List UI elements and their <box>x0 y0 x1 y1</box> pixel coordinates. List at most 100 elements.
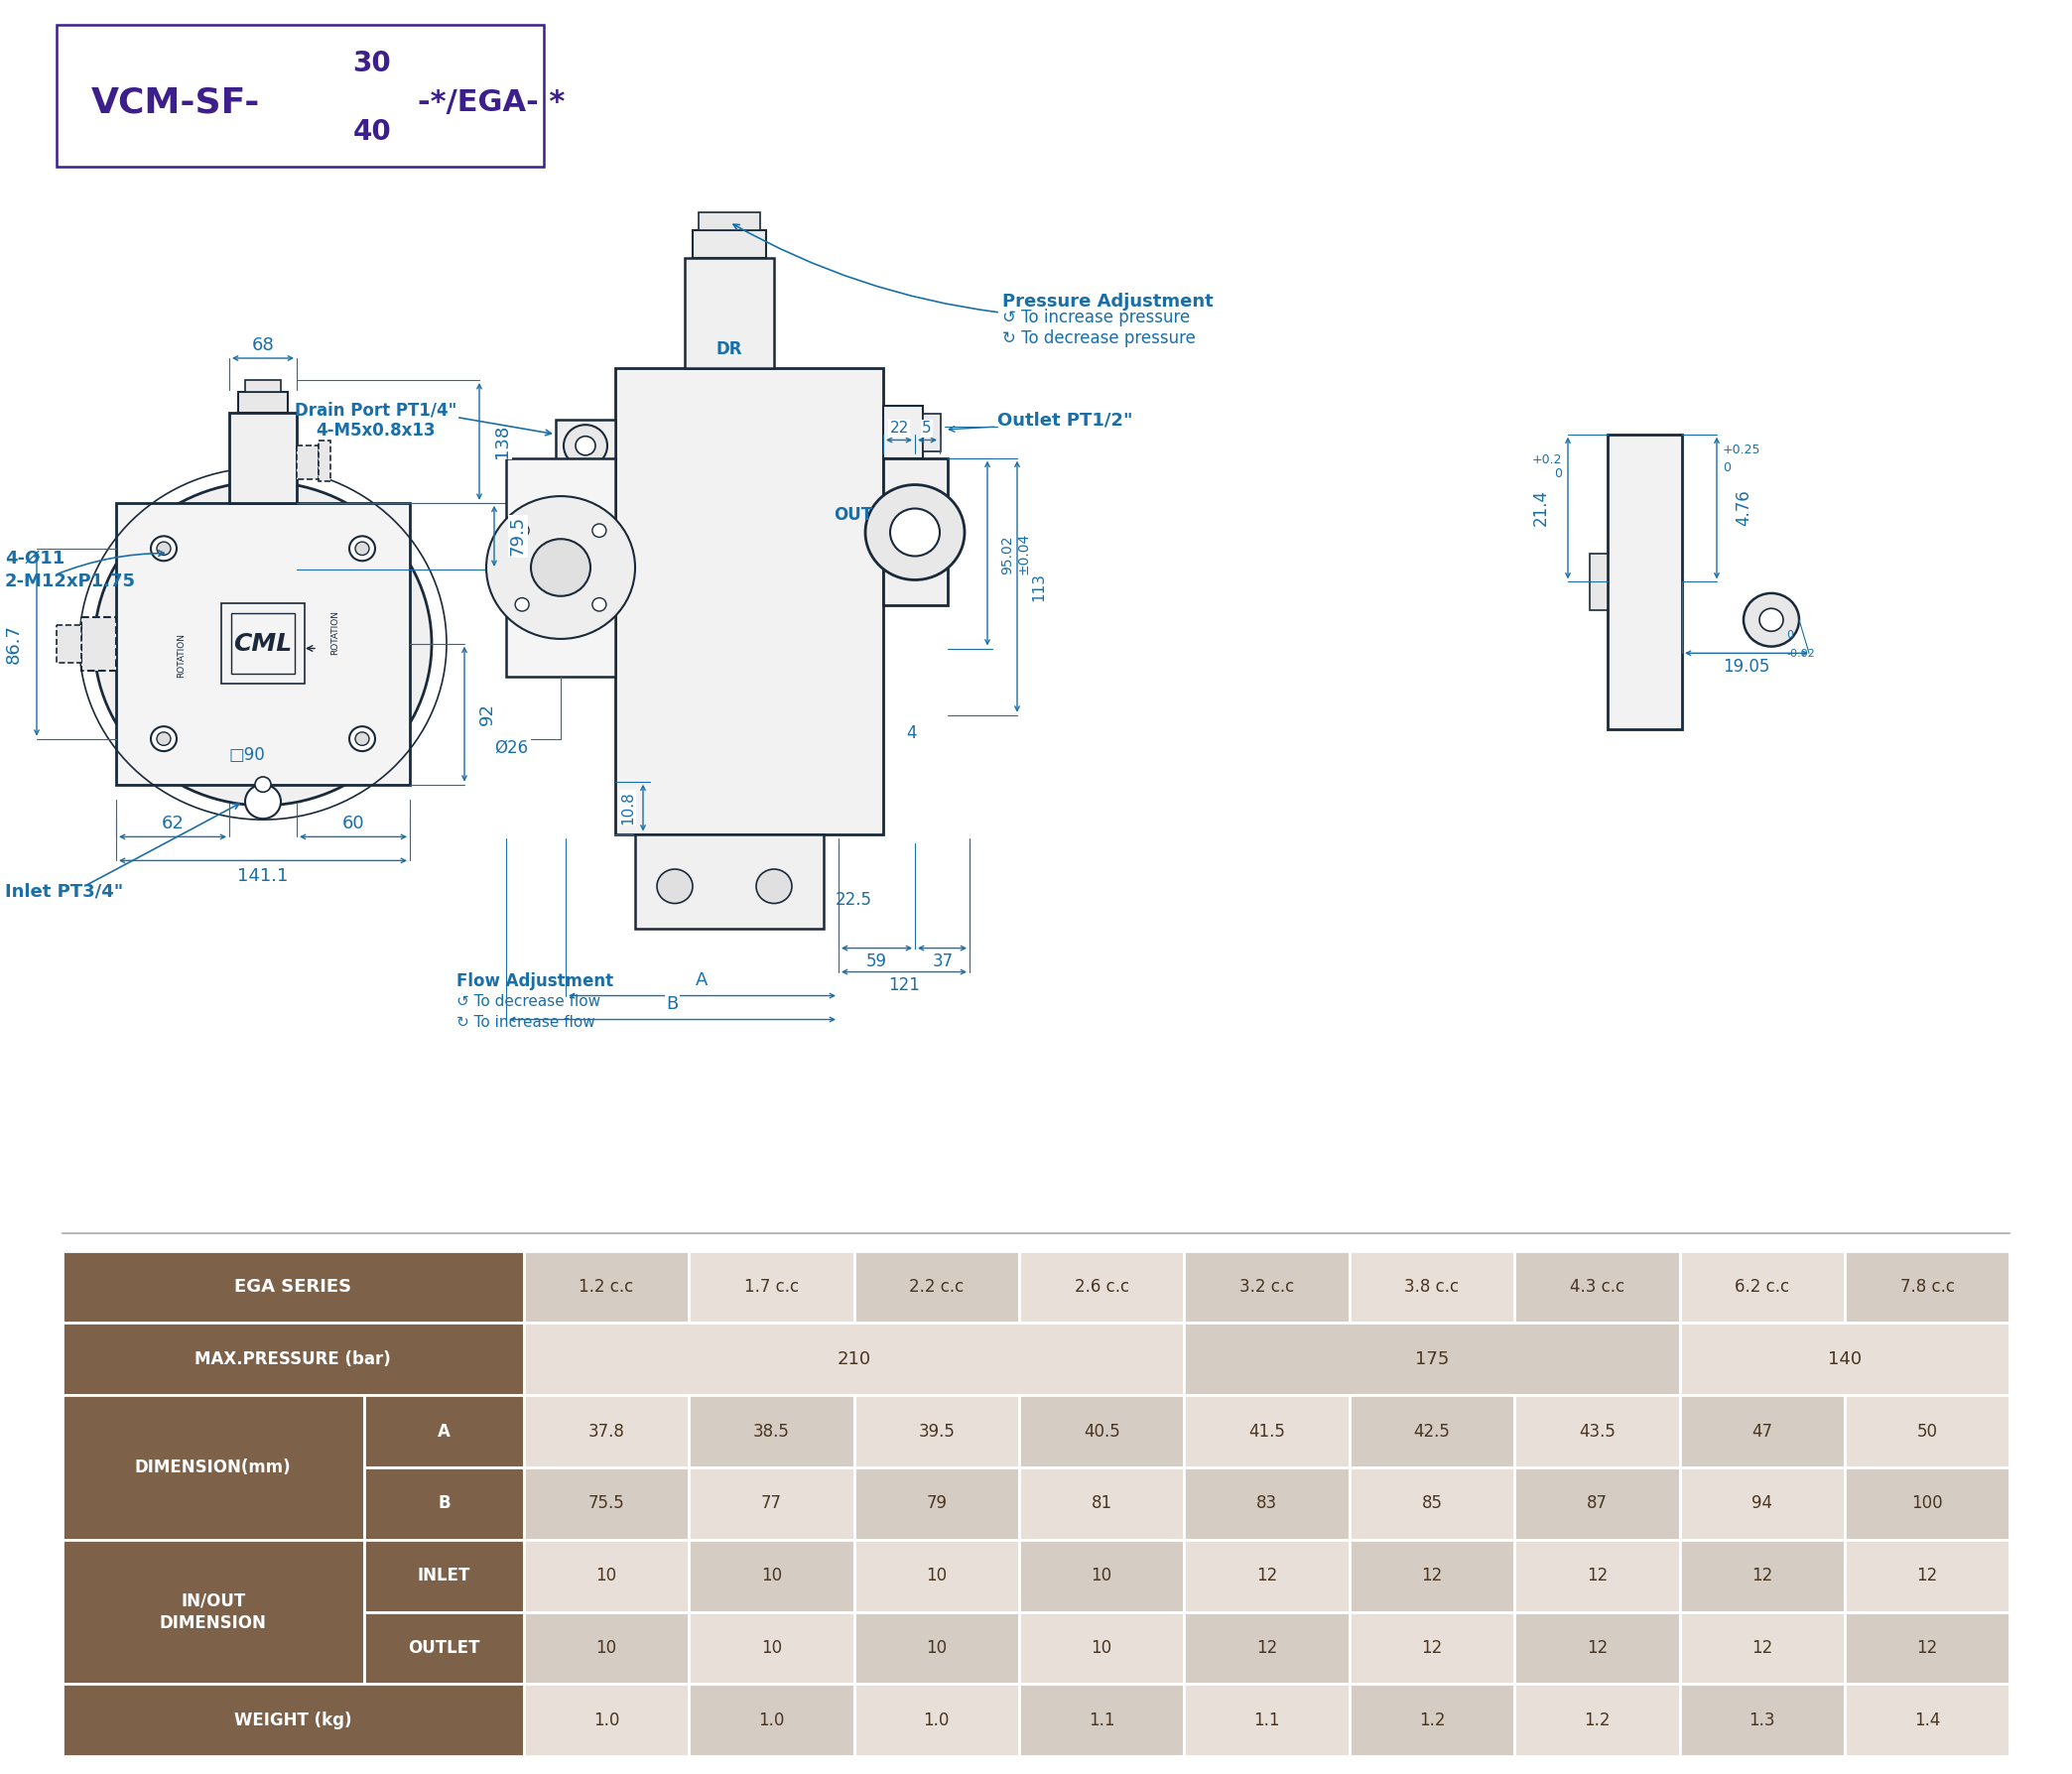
Bar <box>688 1613 854 1684</box>
Bar <box>1844 1540 2010 1613</box>
Bar <box>854 1613 1019 1684</box>
Bar <box>1185 1467 1349 1540</box>
Text: 22: 22 <box>889 420 910 436</box>
Text: 10: 10 <box>597 1639 617 1657</box>
Bar <box>636 834 825 930</box>
Bar <box>1680 1467 1844 1540</box>
Circle shape <box>564 424 607 467</box>
Text: 4-Ø11: 4-Ø11 <box>4 550 64 568</box>
Bar <box>1019 1467 1185 1540</box>
Circle shape <box>593 598 607 612</box>
Text: 10: 10 <box>926 1566 947 1584</box>
Text: DR: DR <box>717 341 742 358</box>
Text: 100: 100 <box>1912 1494 1944 1513</box>
Text: OUTLET: OUTLET <box>408 1639 481 1657</box>
Bar <box>1680 1613 1844 1684</box>
Text: DIMENSION(mm): DIMENSION(mm) <box>135 1458 292 1476</box>
Bar <box>688 1684 854 1756</box>
Bar <box>1019 1394 1185 1467</box>
Bar <box>524 1684 688 1756</box>
Bar <box>555 420 615 472</box>
Text: 1.2: 1.2 <box>1583 1712 1610 1730</box>
Bar <box>1515 1684 1680 1756</box>
Circle shape <box>593 523 607 538</box>
Text: 42.5: 42.5 <box>1413 1423 1450 1440</box>
Circle shape <box>866 484 966 580</box>
Bar <box>1844 1467 2010 1540</box>
Bar <box>1844 1394 2010 1467</box>
Text: 121: 121 <box>889 976 920 993</box>
Text: 12: 12 <box>1587 1639 1608 1657</box>
Bar <box>854 1684 1019 1756</box>
Text: 30: 30 <box>352 50 392 78</box>
Text: 81: 81 <box>1092 1494 1113 1513</box>
Bar <box>230 412 296 502</box>
Text: A: A <box>437 1423 450 1440</box>
Bar <box>1019 1684 1185 1756</box>
Bar <box>524 1394 688 1467</box>
Bar <box>1608 435 1682 729</box>
Text: 92: 92 <box>479 703 495 726</box>
Text: ↺ To increase pressure: ↺ To increase pressure <box>1003 309 1189 326</box>
Bar <box>1680 1251 1844 1323</box>
Bar <box>62 1394 365 1540</box>
Text: 1.3: 1.3 <box>1749 1712 1776 1730</box>
Bar <box>1680 1684 1844 1756</box>
Text: ↺ To decrease flow: ↺ To decrease flow <box>456 993 601 1009</box>
Circle shape <box>516 523 528 538</box>
Text: 1.7 c.c: 1.7 c.c <box>744 1277 800 1295</box>
Bar <box>1185 1540 1349 1613</box>
Text: 141.1: 141.1 <box>238 867 288 885</box>
Bar <box>524 1467 688 1540</box>
Bar <box>1349 1467 1515 1540</box>
Text: -0.02: -0.02 <box>1786 649 1815 660</box>
Text: 4.3 c.c: 4.3 c.c <box>1571 1277 1624 1295</box>
Text: Flow Adjustment: Flow Adjustment <box>456 972 613 990</box>
Circle shape <box>487 497 636 639</box>
Text: 37: 37 <box>932 953 953 970</box>
Text: 1.2: 1.2 <box>1419 1712 1444 1730</box>
Text: Outlet PT1/2": Outlet PT1/2" <box>997 412 1133 429</box>
Bar <box>232 614 294 674</box>
Bar <box>1515 1613 1680 1684</box>
Circle shape <box>350 726 375 750</box>
Text: 1.0: 1.0 <box>593 1712 620 1730</box>
Text: 12: 12 <box>1751 1639 1774 1657</box>
Bar <box>615 367 883 834</box>
Text: 85: 85 <box>1421 1494 1442 1513</box>
Bar <box>854 1251 1019 1323</box>
Text: 59: 59 <box>866 953 887 970</box>
Text: ↻ To decrease pressure: ↻ To decrease pressure <box>1003 330 1196 348</box>
Bar <box>1349 1540 1515 1613</box>
Text: 10: 10 <box>1092 1639 1113 1657</box>
Circle shape <box>1743 593 1798 646</box>
Text: 10: 10 <box>1092 1566 1113 1584</box>
Text: 10: 10 <box>760 1566 781 1584</box>
Bar <box>1844 1613 2010 1684</box>
Bar <box>688 1394 854 1467</box>
Bar <box>688 1467 854 1540</box>
Circle shape <box>93 483 431 805</box>
Text: 10.8: 10.8 <box>620 791 636 825</box>
Circle shape <box>1759 608 1784 632</box>
Bar <box>1515 1394 1680 1467</box>
Bar <box>922 413 941 451</box>
Bar <box>1349 1613 1515 1684</box>
Text: 3.8 c.c: 3.8 c.c <box>1405 1277 1459 1295</box>
Text: 68: 68 <box>251 335 274 353</box>
Text: Inlet PT3/4": Inlet PT3/4" <box>4 882 124 899</box>
Bar <box>1019 1251 1185 1323</box>
Text: 1.1: 1.1 <box>1254 1712 1280 1730</box>
Bar <box>883 458 947 605</box>
Bar <box>883 406 922 458</box>
FancyBboxPatch shape <box>56 25 545 167</box>
Text: 7.8 c.c: 7.8 c.c <box>1900 1277 1954 1295</box>
Text: 37.8: 37.8 <box>588 1423 624 1440</box>
Text: Ø26: Ø26 <box>493 738 528 757</box>
Text: 1.4: 1.4 <box>1915 1712 1939 1730</box>
Text: 140: 140 <box>1828 1350 1861 1368</box>
Text: 39.5: 39.5 <box>918 1423 955 1440</box>
Circle shape <box>151 726 176 750</box>
Text: 1.1: 1.1 <box>1088 1712 1115 1730</box>
Text: 12: 12 <box>1751 1566 1774 1584</box>
